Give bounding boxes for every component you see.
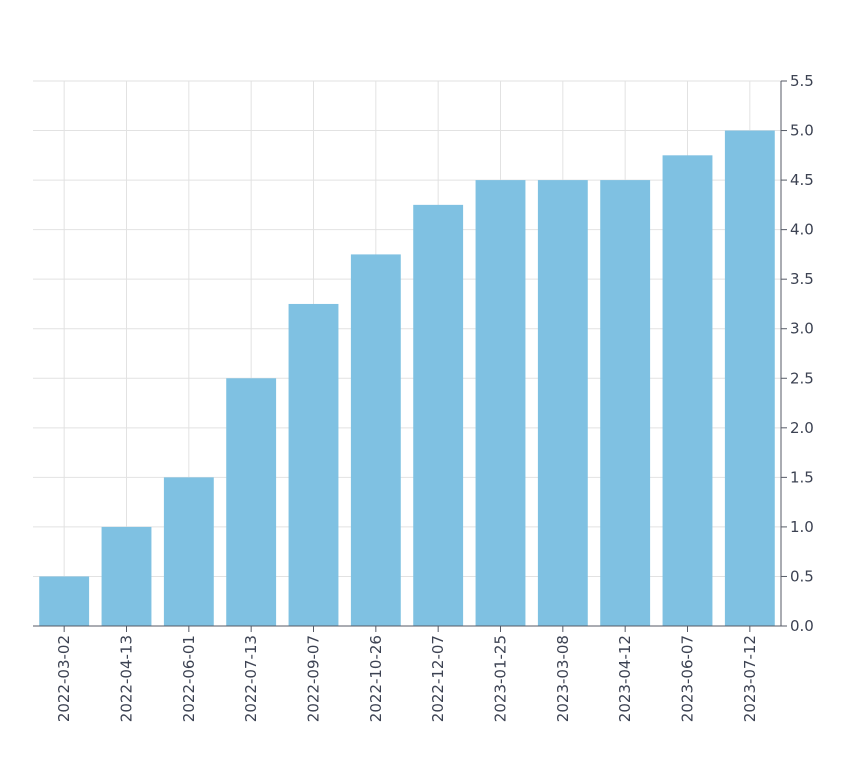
y-tick-label: 2.0	[790, 419, 814, 437]
y-tick-label: 0.0	[790, 617, 814, 635]
y-tick-label: 3.0	[790, 320, 814, 338]
bar	[600, 180, 651, 626]
bar	[662, 155, 713, 626]
bar	[226, 378, 277, 626]
y-tick-label: 1.0	[790, 518, 814, 536]
y-tick-label: 3.5	[790, 270, 814, 288]
x-tick-label: 2023-04-12	[616, 635, 634, 722]
x-tick-label: 2022-04-13	[118, 635, 136, 722]
axes	[33, 81, 782, 627]
y-tick-label: 2.5	[790, 369, 814, 387]
x-tick-label: 2022-12-07	[429, 635, 447, 722]
y-tick-label: 5.5	[790, 72, 814, 90]
x-tick-label: 2023-03-08	[554, 635, 572, 722]
y-tick-label: 5.0	[790, 122, 814, 140]
x-tick-label: 2022-09-07	[305, 635, 323, 722]
bar	[475, 180, 526, 626]
x-tick-label: 2022-07-13	[242, 635, 260, 722]
x-tick-label: 2023-07-12	[741, 635, 759, 722]
x-tick-label: 2023-06-07	[679, 635, 697, 722]
bar	[288, 303, 339, 626]
bar	[413, 204, 464, 626]
x-tick-label: 2023-01-25	[492, 635, 510, 722]
x-tick-labels: 2022-03-02 2022-04-13 2022-06-01 2022-07-13…	[55, 626, 759, 722]
y-tick-label: 4.5	[790, 171, 814, 189]
x-tick-label: 2022-03-02	[55, 635, 73, 722]
bar	[101, 526, 152, 626]
y-tick-labels: 0.0 0.5 1.0 1.5 2.0 2.5 3.0 3.5 4.0 4.5 5.0 5.5	[781, 72, 814, 635]
bar	[39, 576, 90, 626]
bars	[39, 130, 775, 626]
bar	[350, 254, 401, 626]
y-tick-label: 1.5	[790, 468, 814, 486]
y-tick-label: 4.0	[790, 221, 814, 239]
x-tick-label: 2022-06-01	[180, 635, 198, 722]
bar	[724, 130, 775, 626]
bar	[163, 477, 214, 626]
bar	[537, 180, 588, 626]
y-tick-label: 0.5	[790, 567, 814, 585]
x-tick-label: 2022-10-26	[367, 635, 385, 722]
